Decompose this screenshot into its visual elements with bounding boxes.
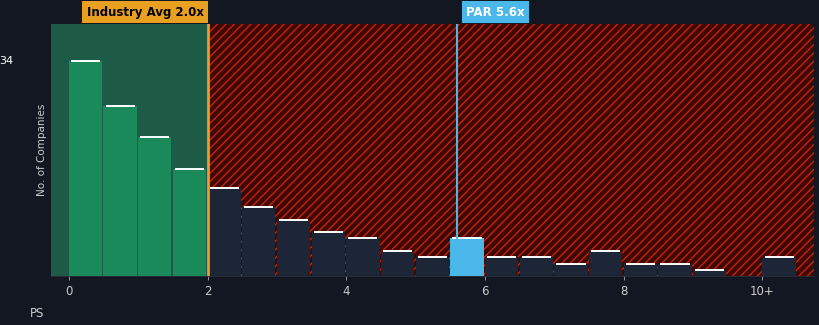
Bar — [415, 257, 448, 277]
Bar — [103, 106, 137, 277]
Bar — [762, 257, 794, 277]
Bar — [658, 264, 691, 277]
Y-axis label: No. of Companies: No. of Companies — [37, 104, 48, 196]
Bar — [381, 251, 414, 277]
Bar — [519, 257, 552, 277]
Bar — [484, 257, 518, 277]
Text: PAR 5.6x: PAR 5.6x — [465, 6, 524, 19]
Bar — [242, 207, 275, 277]
Bar — [692, 270, 726, 277]
Bar — [346, 239, 379, 277]
Bar — [69, 61, 102, 277]
Bar — [623, 264, 656, 277]
Text: Industry Avg 2.0x: Industry Avg 2.0x — [87, 6, 203, 19]
Bar — [311, 232, 345, 277]
Text: 34: 34 — [0, 57, 13, 67]
Bar — [52, 23, 207, 277]
Bar — [173, 169, 206, 277]
Bar — [277, 219, 310, 277]
Bar — [588, 251, 622, 277]
Bar — [450, 239, 483, 277]
Bar — [138, 137, 171, 277]
Bar — [207, 188, 241, 277]
Bar — [207, 23, 813, 277]
Text: PS: PS — [30, 307, 44, 320]
Bar — [554, 264, 587, 277]
